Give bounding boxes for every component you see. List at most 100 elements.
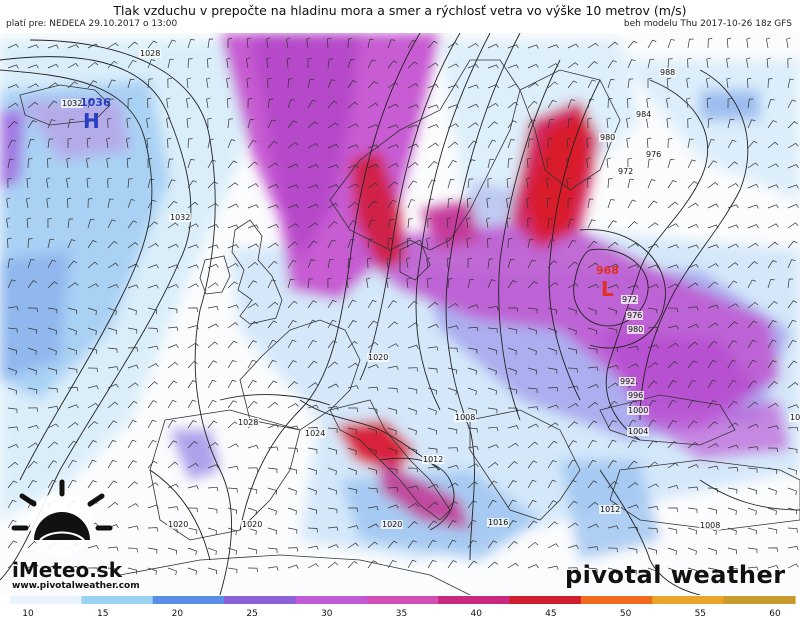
wind-barb (726, 37, 732, 49)
wind-barb (487, 499, 497, 509)
wind-barb (327, 79, 336, 89)
wind-barb (227, 304, 239, 309)
wind-barb (647, 326, 659, 332)
wind-barb (487, 139, 497, 149)
wind-barb (266, 57, 271, 69)
wind-barb (87, 327, 97, 335)
wind-barb (447, 123, 459, 129)
wind-barb (566, 157, 571, 169)
wind-barb (307, 447, 318, 454)
wind-barb (287, 360, 297, 369)
wind-barb (406, 237, 412, 249)
wind-barb (507, 461, 518, 469)
wind-barb (247, 400, 258, 409)
colorbar-tick: 50 (620, 609, 632, 618)
wind-barb (7, 480, 18, 489)
wind-barb (227, 359, 237, 369)
wind-barb (567, 440, 577, 449)
isobar-label: 1008 (455, 413, 475, 422)
wind-barb (27, 238, 33, 249)
wind-barb (47, 327, 57, 335)
wind-barb (7, 519, 17, 529)
isobar-label: 1020 (382, 520, 402, 529)
wind-barb (607, 284, 619, 289)
wind-barb (767, 279, 775, 289)
wind-barb (167, 200, 178, 209)
high-value: 1036 (80, 96, 111, 109)
wind-barb (287, 99, 295, 109)
wind-barb (427, 407, 437, 416)
wind-barb (87, 459, 97, 469)
high-center: 1036 H (80, 96, 111, 133)
wind-barb (347, 560, 358, 569)
wind-barb (587, 327, 597, 335)
wind-barb (7, 426, 19, 431)
wind-barb (447, 447, 459, 452)
wind-barb (467, 159, 476, 169)
wind-barb (107, 366, 119, 371)
wind-barb (707, 322, 719, 329)
wind-barb (47, 387, 58, 393)
wind-barb (107, 284, 119, 289)
wind-barb (507, 425, 519, 430)
wind-barb (527, 82, 539, 89)
wind-barb (507, 480, 517, 489)
wind-barb (27, 387, 38, 394)
wind-barb (707, 547, 717, 555)
wind-barb (527, 63, 539, 69)
wind-barb (607, 241, 619, 249)
wind-barb (327, 37, 332, 49)
wind-barb (727, 527, 737, 536)
wind-barb (587, 262, 599, 269)
wind-barb (547, 63, 559, 69)
wind-barb (727, 97, 733, 109)
wind-barb (147, 284, 159, 289)
wind-barb (348, 507, 359, 512)
wind-barb (726, 77, 731, 89)
wind-barb (167, 483, 179, 489)
wind-barb (687, 223, 699, 229)
wind-barb (267, 487, 277, 495)
wind-barb (647, 567, 657, 576)
wind-barb (427, 539, 437, 549)
wind-barb (687, 507, 698, 514)
wind-barb (587, 117, 592, 129)
wind-barb (126, 117, 131, 129)
wind-barb (267, 119, 276, 129)
wind-barb (367, 523, 379, 529)
wind-barb (247, 444, 259, 450)
wind-barb (27, 158, 33, 169)
wind-barb (227, 340, 238, 349)
wind-barb (767, 204, 779, 209)
wind-barb (727, 139, 737, 149)
wind-barb (127, 525, 139, 530)
wind-barb (747, 527, 757, 535)
wind-barb (307, 121, 318, 129)
wind-barb (227, 244, 239, 249)
wind-barb (546, 177, 551, 189)
wind-barb (107, 42, 119, 49)
wind-barb (467, 64, 479, 69)
wind-barb (47, 63, 59, 69)
wind-barb (87, 385, 99, 390)
wind-barb (367, 124, 379, 129)
wind-barb (647, 461, 659, 469)
site-name: iMeteo.sk (12, 558, 122, 582)
wind-barb (167, 77, 172, 89)
wind-barb (547, 282, 559, 289)
wind-barb (67, 282, 79, 289)
wind-barb (107, 117, 112, 129)
wind-barb (167, 264, 179, 269)
wind-barb (507, 307, 519, 312)
wind-barb (466, 217, 471, 229)
wind-barb (6, 217, 11, 229)
wind-barb (607, 347, 619, 352)
wind-barb (67, 307, 78, 315)
wind-barb (607, 460, 617, 469)
wind-barb (267, 527, 277, 535)
isobar-label-bg (617, 167, 634, 176)
wind-barb (606, 117, 611, 129)
wind-barb (266, 37, 271, 49)
wind-barb (667, 159, 675, 169)
wind-barb (227, 139, 236, 149)
